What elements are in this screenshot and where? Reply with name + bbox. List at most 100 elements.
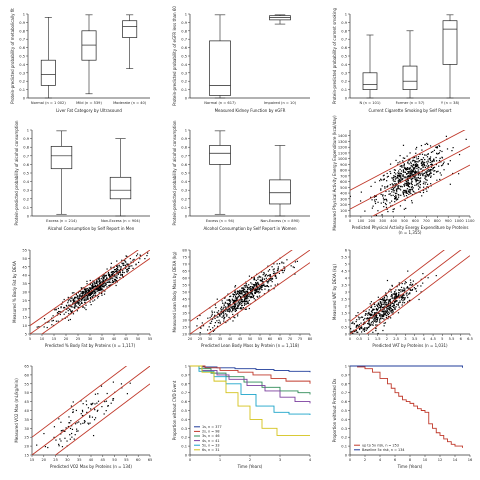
scatter-point	[109, 279, 111, 281]
x-axis-label: Predicted Physical Activity Energy Expen…	[352, 225, 469, 230]
scatter-point	[406, 178, 408, 181]
scatter-point	[199, 332, 201, 334]
scatter-point	[422, 174, 424, 177]
y-tick-label: 0.3	[181, 189, 187, 193]
scatter-point	[428, 157, 430, 160]
scatter-point	[396, 188, 398, 190]
scatter-point	[390, 307, 392, 309]
scatter-point	[417, 285, 419, 287]
scatter-point	[368, 322, 370, 324]
scatter-point	[103, 293, 106, 295]
scatter-point	[391, 191, 393, 193]
scatter-point	[380, 314, 382, 316]
scatter-point	[360, 191, 362, 193]
scatter-point	[436, 153, 438, 155]
scatter-point	[358, 327, 360, 330]
scatter-point	[426, 183, 429, 185]
scatter-point	[406, 286, 408, 289]
scatter-point	[247, 301, 249, 303]
y-tick-label: 0.6	[181, 46, 187, 50]
y-tick-label: 0.1	[341, 88, 347, 92]
scatter-point	[380, 304, 382, 306]
scatter-point	[424, 177, 426, 180]
y-axis-label: Proportion without Predicted Dx	[332, 378, 337, 442]
scatter-point	[423, 163, 425, 165]
scatter-point	[256, 286, 259, 288]
scatter-point	[135, 264, 137, 266]
scatter-point	[383, 178, 385, 180]
x-tick-label: 6	[460, 337, 463, 341]
scatter-point	[254, 291, 256, 293]
scatter-point	[196, 325, 198, 327]
scatter-point	[251, 286, 253, 288]
scatter-point	[249, 292, 251, 294]
scatter-point	[402, 289, 404, 291]
scatter-point	[248, 288, 250, 290]
scatter-point	[390, 194, 392, 197]
scatter-point	[399, 168, 401, 170]
fit-line	[350, 250, 462, 334]
scatter-point	[223, 303, 225, 305]
scatter-point	[239, 301, 241, 303]
scatter-point	[397, 296, 399, 298]
scatter-point	[399, 175, 401, 177]
scatter-point	[435, 146, 437, 148]
scatter-point	[386, 208, 388, 210]
scatter-point	[84, 287, 86, 290]
scatter-point	[89, 284, 91, 286]
scatter-point	[379, 307, 381, 309]
scatter-point	[127, 263, 130, 265]
scatter-point	[417, 165, 419, 167]
y-tick-label: 30	[22, 291, 27, 295]
y-tick-label: 0.1	[181, 88, 187, 92]
scatter-point	[372, 331, 374, 333]
scatter-point	[389, 202, 391, 204]
scatter-point	[253, 277, 255, 279]
scatter-point	[76, 422, 78, 424]
scatter-point	[99, 288, 102, 290]
scatter-point	[244, 299, 246, 301]
scatter-point	[105, 279, 107, 281]
scatter-point	[265, 285, 267, 287]
scatter-point	[380, 202, 382, 204]
scatter-point	[397, 196, 400, 198]
x-tick-label: 1000	[455, 219, 465, 223]
scatter-point	[383, 199, 385, 201]
scatter-point	[247, 295, 249, 297]
scatter-point	[228, 307, 230, 310]
box	[209, 145, 231, 165]
scatter-point	[239, 295, 241, 298]
scatter-point	[65, 304, 67, 307]
scatter-point	[392, 184, 395, 186]
scatter-point	[429, 172, 431, 175]
box	[50, 145, 73, 170]
scatter-point	[235, 299, 237, 301]
scatter-point	[383, 325, 385, 327]
scatter-point	[412, 190, 414, 192]
scatter-point	[438, 152, 441, 154]
scatter-point	[232, 299, 234, 301]
scatter-point	[261, 271, 263, 273]
scatter-point	[384, 322, 387, 324]
scatter-point	[59, 313, 61, 316]
scatter-point	[402, 300, 404, 302]
x-tick-label: 5	[29, 337, 31, 341]
scatter-point	[106, 268, 108, 270]
scatter-point	[359, 328, 361, 331]
scatter-point	[246, 294, 248, 296]
scatter-point	[368, 321, 370, 323]
scatter-point	[91, 296, 93, 298]
scatter-point	[275, 275, 277, 277]
scatter-point	[376, 317, 378, 319]
scatter-point	[382, 306, 384, 308]
scatter-point	[219, 314, 221, 316]
scatter-point	[387, 299, 389, 301]
scatter-point	[234, 286, 236, 288]
scatter-point	[393, 208, 395, 210]
scatter-point	[424, 171, 427, 173]
x-tick-label: 12	[438, 458, 443, 462]
scatter-point	[81, 299, 83, 301]
scatter-point	[425, 188, 427, 190]
scatter-point	[232, 313, 234, 316]
scatter-point	[74, 303, 76, 305]
